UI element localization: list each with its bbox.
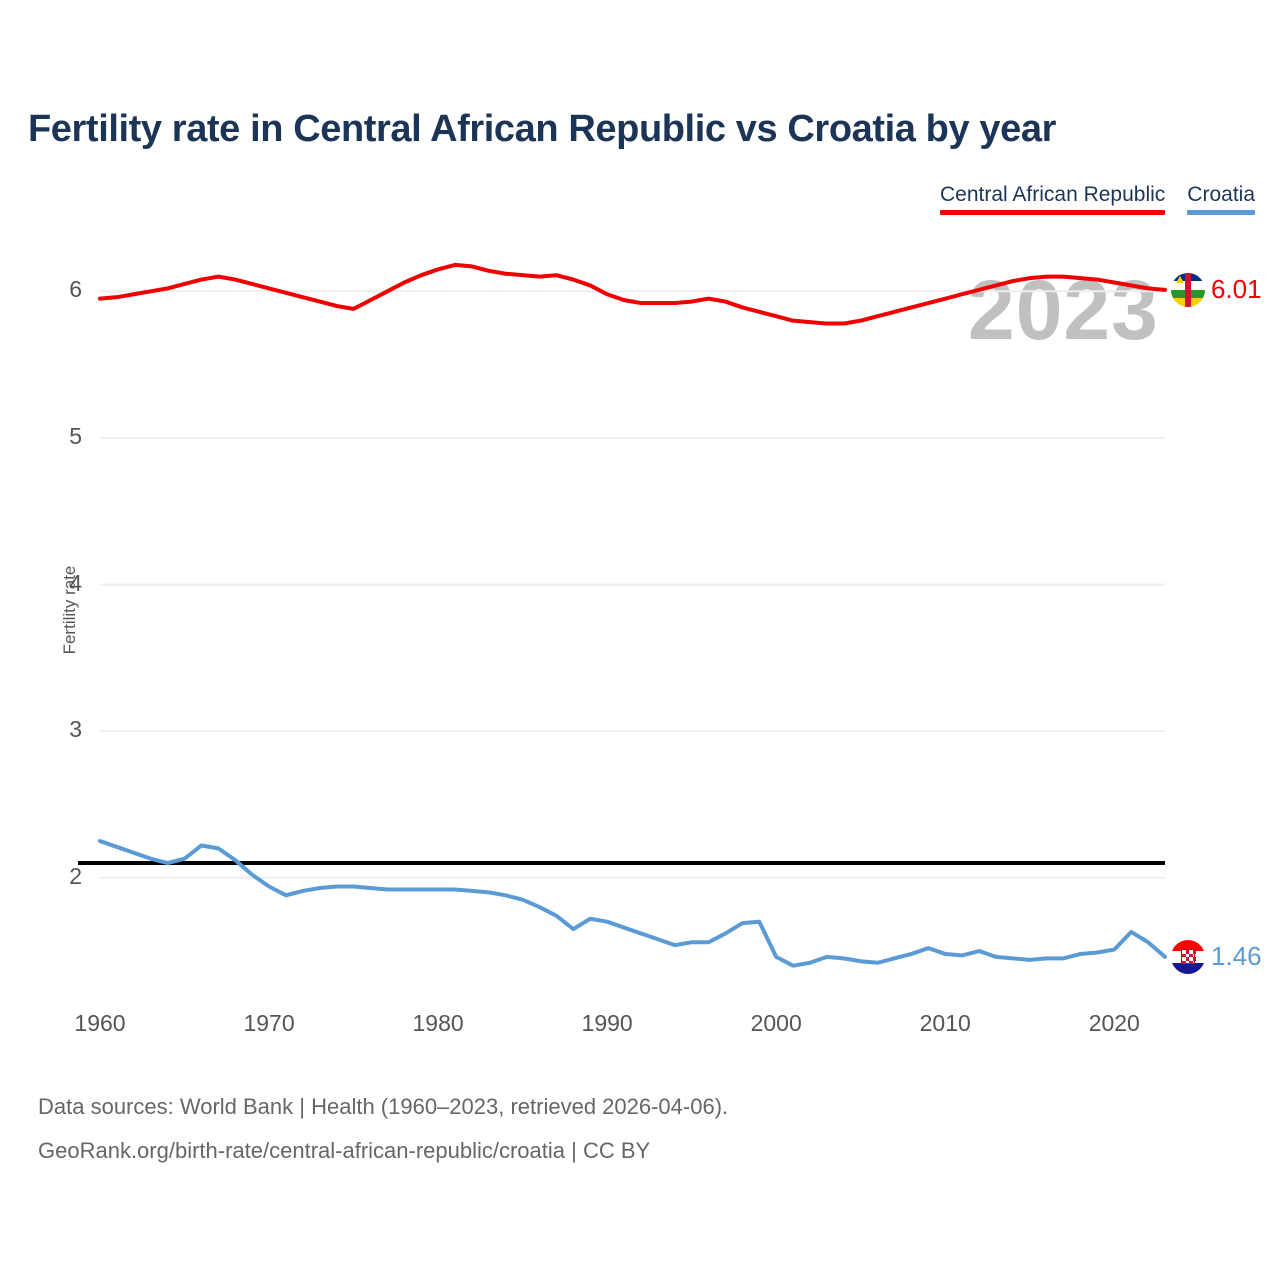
y-tick-6: 6 bbox=[69, 276, 82, 303]
x-tick-1970: 1970 bbox=[243, 1010, 295, 1036]
footer-data-sources: Data sources: World Bank | Health (1960–… bbox=[38, 1094, 729, 1119]
footer-attribution: Data sources: World Bank | Health (1960–… bbox=[38, 1085, 728, 1173]
x-tick-2000: 2000 bbox=[750, 1010, 802, 1036]
croatia-flag-icon bbox=[1171, 939, 1205, 974]
page-title: Fertility rate in Central African Republ… bbox=[28, 108, 1056, 150]
x-tick-2020: 2020 bbox=[1088, 1010, 1140, 1036]
x-tick-1960: 1960 bbox=[74, 1010, 126, 1036]
legend-item-central-african-republic[interactable]: Central African Republic bbox=[940, 182, 1166, 215]
x-tick-1990: 1990 bbox=[581, 1010, 633, 1036]
gridlines bbox=[100, 290, 1165, 879]
y-tick-5: 5 bbox=[69, 422, 82, 449]
y-tick-4: 4 bbox=[69, 569, 82, 596]
legend-color-swatch-croatia bbox=[1187, 210, 1255, 215]
chart-legend: Central African Republic Croatia bbox=[940, 182, 1255, 215]
series-lines bbox=[98, 262, 1167, 968]
endpoint-marker-central-african-republic: 6.01 bbox=[1171, 272, 1262, 307]
car-flag-icon bbox=[1171, 272, 1205, 307]
y-tick-3: 3 bbox=[69, 716, 82, 743]
watermark-year: 2023 bbox=[968, 263, 1159, 357]
x-tick-1980: 1980 bbox=[412, 1010, 464, 1036]
endpoint-marker-croatia: 1.46 bbox=[1171, 939, 1262, 974]
footer-license: GeoRank.org/birth-rate/central-african-r… bbox=[38, 1138, 651, 1163]
series-line-croatia bbox=[98, 839, 1167, 968]
endpoint-value-croatia: 1.46 bbox=[1211, 941, 1262, 972]
legend-label-croatia: Croatia bbox=[1187, 183, 1255, 206]
legend-item-croatia[interactable]: Croatia bbox=[1187, 182, 1255, 215]
legend-color-swatch-central-african-republic bbox=[940, 210, 1166, 215]
endpoint-value-central-african-republic: 6.01 bbox=[1211, 274, 1262, 305]
y-tick-2: 2 bbox=[69, 862, 82, 889]
x-tick-2010: 2010 bbox=[919, 1010, 971, 1036]
legend-label-central-african-republic: Central African Republic bbox=[940, 183, 1166, 206]
series-line-central-african-republic bbox=[98, 262, 1167, 326]
